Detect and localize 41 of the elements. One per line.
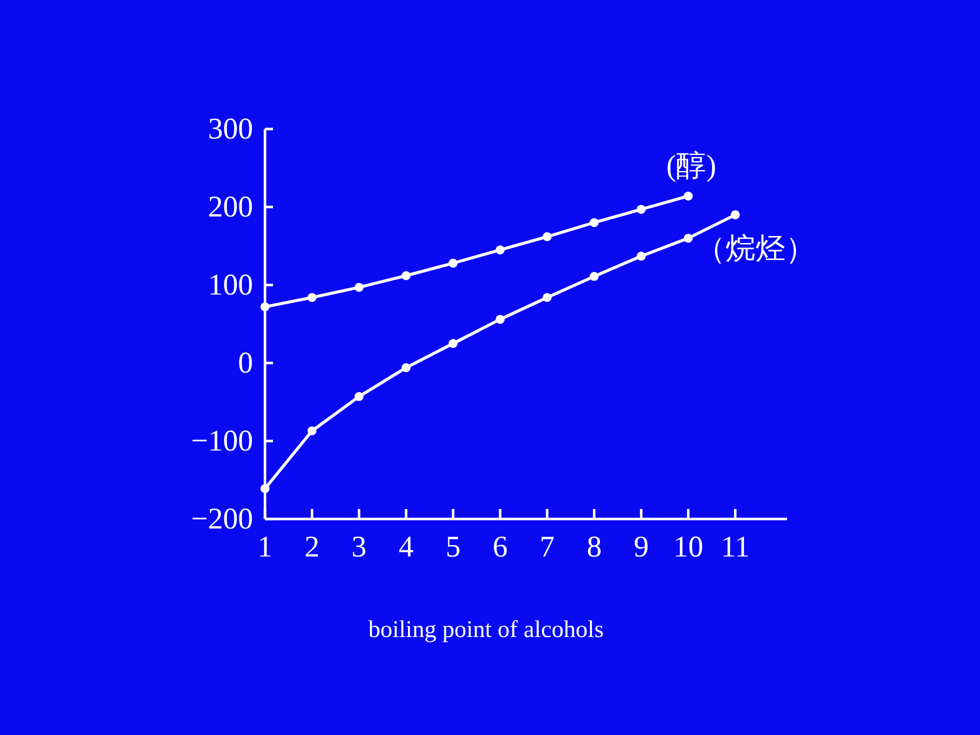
point — [542, 232, 552, 242]
point — [448, 339, 458, 348]
y-tick-label: −100 — [191, 424, 253, 458]
y-tick-label: 100 — [208, 268, 253, 302]
point — [496, 314, 505, 324]
point — [354, 392, 364, 402]
point — [590, 218, 599, 228]
point — [542, 292, 552, 302]
point — [308, 292, 317, 302]
point — [496, 245, 505, 254]
x-tick-label: 7 — [540, 530, 555, 564]
point — [636, 252, 646, 261]
point — [260, 484, 270, 494]
series-label: (醇) — [666, 150, 716, 183]
y-tick-label: −200 — [191, 502, 253, 536]
x-tick-label: 2 — [304, 530, 320, 564]
point — [684, 192, 693, 201]
x-tick-label: 3 — [352, 530, 367, 564]
point — [308, 426, 317, 436]
point — [402, 363, 411, 372]
point — [730, 210, 740, 220]
point — [354, 282, 364, 292]
x-tick-label: 4 — [398, 530, 414, 564]
x-tick-label: 11 — [720, 530, 750, 564]
point — [402, 271, 411, 280]
x-tick-label: 8 — [586, 530, 602, 564]
x-tick-label: 6 — [492, 530, 508, 564]
series-label: （烷烃） — [695, 232, 816, 266]
point — [684, 234, 693, 243]
point — [636, 204, 646, 214]
y-tick-label: 300 — [208, 112, 253, 146]
text: boiling point of alcohols — [368, 617, 604, 643]
x-tick-label: 10 — [673, 530, 704, 564]
x-tick-label: 5 — [446, 530, 461, 564]
point — [448, 258, 458, 268]
point — [260, 302, 270, 312]
point — [590, 272, 599, 281]
y-tick-label: 200 — [208, 190, 253, 224]
x-tick-label: 1 — [258, 530, 272, 564]
x-tick-label: 9 — [634, 530, 649, 564]
y-tick-label: 0 — [238, 346, 253, 380]
